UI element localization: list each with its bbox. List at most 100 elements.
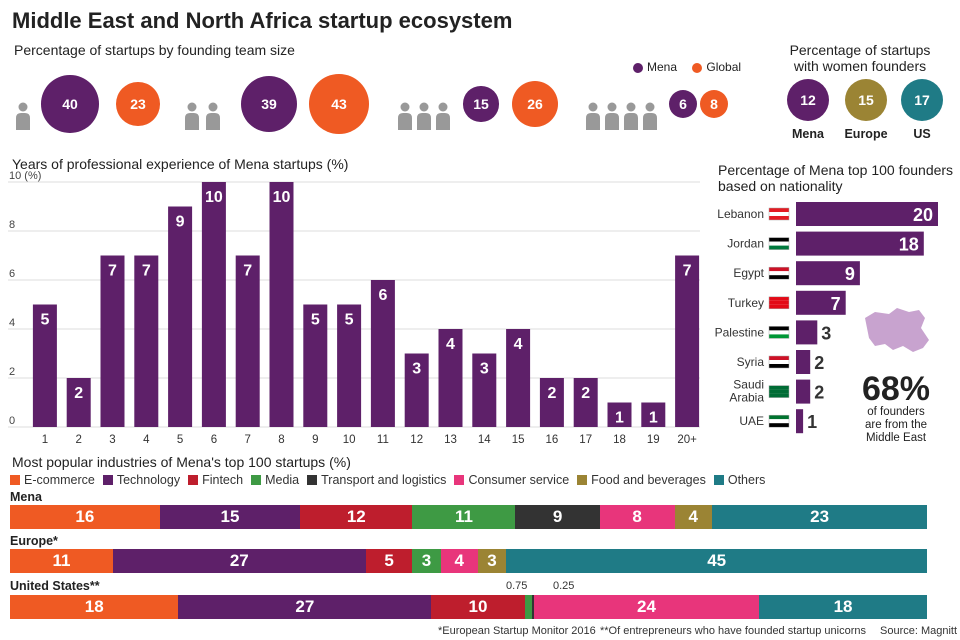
country-label: Syria — [737, 355, 765, 369]
bar-value-label: 1 — [615, 410, 624, 427]
industry-segment: 3 — [412, 549, 441, 573]
experience-bar — [641, 402, 666, 427]
small-value-label-a: 0.75 — [506, 580, 528, 592]
mena-circle-1: 40 — [41, 75, 99, 133]
bar-value-label: 5 — [311, 312, 320, 329]
nationality-bar-chart: Lebanon 20 Jordan 18 Egypt 9 Turkey 7 Palestine 3… — [715, 202, 938, 434]
industry-segment: 23 — [712, 505, 928, 529]
industry-segment: 3 — [478, 549, 507, 573]
women-circle-mena: 12 — [787, 79, 829, 121]
nationality-heading-line1: Percentage of Mena top 100 founders — [718, 162, 954, 178]
experience-bar — [404, 353, 429, 427]
x-tick-label: 5 — [177, 434, 183, 446]
legend-swatch — [577, 475, 588, 485]
women-founders-heading: Percentage of startups with women founde… — [786, 42, 934, 74]
person-icon — [417, 102, 431, 130]
global-legend-dot — [692, 62, 703, 73]
flag-icon — [768, 414, 790, 428]
x-tick-label: 4 — [143, 434, 150, 446]
flag-icon — [768, 266, 790, 280]
country-label: Palestine — [715, 325, 765, 339]
experience-bar — [201, 182, 226, 427]
experience-bar — [303, 304, 328, 427]
x-tick-label: 14 — [478, 434, 491, 446]
industry-stack-mena: 16 15 12 11 9 8 4 23 — [10, 505, 946, 529]
x-tick-label: 12 — [410, 434, 423, 446]
industry-segment — [531, 595, 535, 619]
industry-segment: 16 — [10, 505, 160, 529]
legend-swatch — [188, 475, 199, 485]
global-circle-1: 23 — [116, 82, 160, 126]
mena-circle-3: 15 — [463, 86, 499, 122]
x-tick-label: 8 — [278, 434, 284, 446]
x-tick-label: 15 — [512, 434, 525, 446]
founders-stat-line3: Middle East — [865, 432, 927, 444]
country-label: Turkey — [728, 296, 764, 310]
nationality-value-label: 7 — [831, 294, 841, 314]
country-label: Jordan — [727, 237, 764, 251]
x-tick-label: 17 — [579, 434, 592, 446]
x-tick-label: 13 — [444, 434, 457, 446]
person-icon — [185, 102, 199, 130]
x-tick-label: 20+ — [677, 434, 697, 446]
legend-item: Consumer service — [454, 473, 569, 487]
nationality-bar — [796, 320, 818, 345]
industries-legend: E-commerce Technology Fintech Media Transpor… — [10, 472, 773, 490]
women-label-mena: Mena — [792, 127, 824, 141]
experience-bar — [675, 255, 700, 427]
bar-value-label: 2 — [547, 385, 556, 402]
flag-icon — [768, 296, 790, 310]
experience-heading-text: Years of professional experience of Mena… — [12, 156, 323, 172]
legend-label: Fintech — [202, 473, 244, 487]
founders-stat-line1: of founders — [867, 406, 925, 418]
industry-stack-us: 18 27 10 24 18 — [10, 595, 946, 619]
nationality-value-label: 2 — [814, 353, 824, 373]
x-tick-label: 1 — [42, 434, 48, 446]
person-icon — [605, 102, 619, 130]
bar-value-label: 9 — [176, 214, 185, 231]
industries-heading-text: Most popular industries of Mena's top 10… — [12, 454, 326, 470]
country-label: UAE — [739, 414, 764, 428]
legend-item: Food and beverages — [577, 473, 706, 487]
team-size-legend: Mena Global — [633, 60, 741, 74]
bar-value-label: 7 — [108, 263, 117, 280]
country-label: Lebanon — [717, 207, 764, 221]
person-icon — [436, 102, 450, 130]
industry-segment: 9 — [515, 505, 600, 529]
y-tick-label: 0 — [9, 415, 15, 427]
mena-circle-2: 39 — [240, 75, 298, 133]
industry-segment: 4 — [440, 549, 478, 573]
x-tick-label: 16 — [546, 434, 559, 446]
x-tick-label: 7 — [244, 434, 250, 446]
industry-segment: 8 — [599, 505, 675, 529]
legend-item: Others — [713, 473, 765, 487]
legend-item: Media — [251, 473, 299, 487]
women-label-us: US — [913, 127, 931, 141]
small-value-label-b: 0.25 — [553, 580, 575, 592]
industry-segment: 27 — [112, 549, 366, 573]
experience-bar — [134, 255, 159, 427]
nationality-heading-line2: based on nationality — [718, 178, 843, 194]
y-tick-label: 10 (%) — [9, 170, 41, 182]
legend-swatch — [251, 475, 262, 485]
bar-value-label: 7 — [243, 263, 252, 280]
bar-value-label: 6 — [378, 287, 387, 304]
nationality-heading: Percentage of Mena top 100 founders base… — [718, 162, 953, 194]
industry-segment: 24 — [534, 595, 759, 619]
flag-icon — [768, 207, 790, 221]
bar-value-label: 10 — [273, 189, 291, 206]
flag-icon — [768, 326, 790, 339]
nationality-value-label: 3 — [821, 323, 831, 343]
global-circle-3: 26 — [511, 80, 559, 128]
nationality-value-label: 20 — [913, 205, 933, 225]
middle-east-map-icon — [865, 308, 929, 352]
x-tick-label: 2 — [75, 434, 81, 446]
experience-heading-unit: (%) — [326, 156, 349, 172]
experience-bar — [370, 280, 395, 427]
experience-bar — [168, 206, 193, 427]
legend-label: Consumer service — [468, 473, 570, 487]
legend-item: Technology — [102, 473, 180, 487]
legend-label: E-commerce — [24, 473, 95, 487]
bar-value-label: 10 — [205, 189, 223, 206]
